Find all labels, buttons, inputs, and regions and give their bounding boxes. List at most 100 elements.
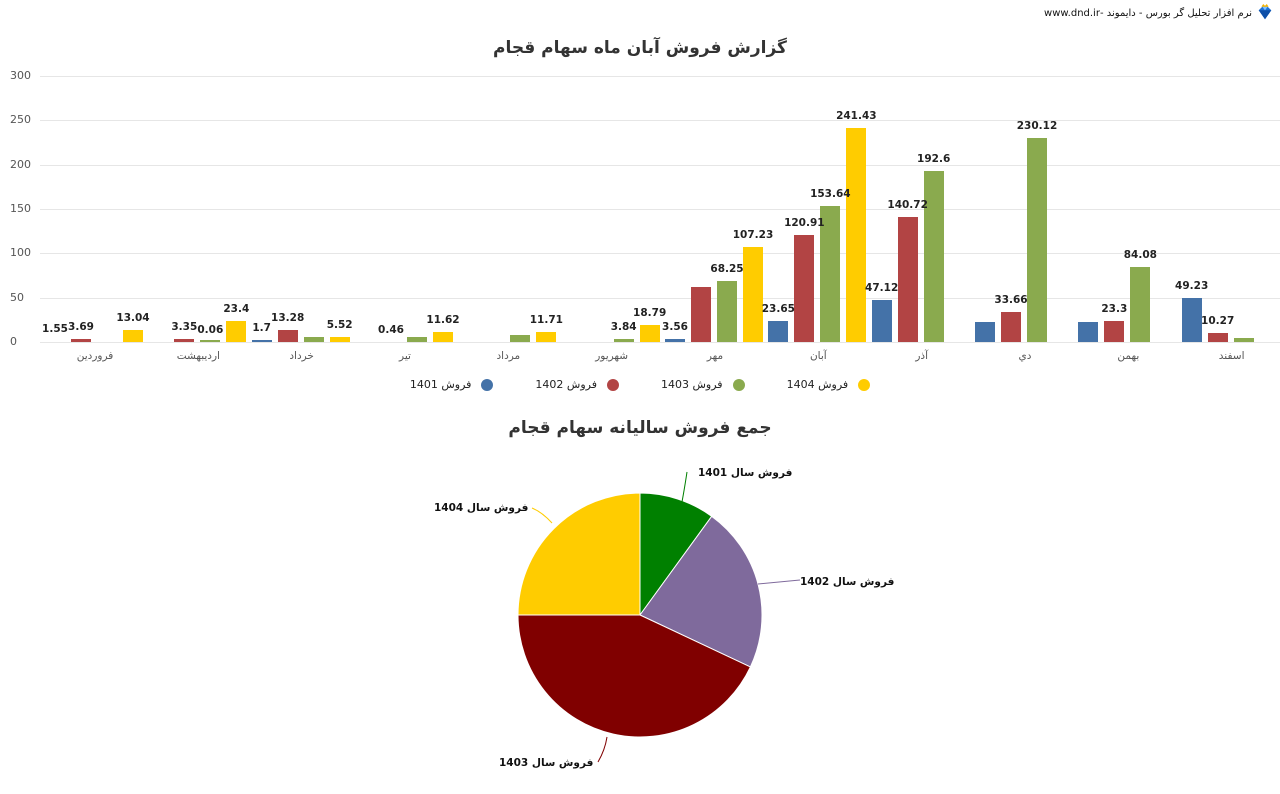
- bar[interactable]: [329, 337, 350, 342]
- y-tick-label: 50: [10, 290, 24, 304]
- pie-slice[interactable]: [517, 614, 752, 738]
- gridline: [40, 76, 1280, 77]
- brand-text: نرم افزار تحلیل گر بورس - دایموند -www.d…: [1044, 7, 1252, 19]
- bar[interactable]: [846, 127, 867, 342]
- bar[interactable]: [1207, 332, 1228, 342]
- bar[interactable]: [743, 246, 763, 342]
- legend-dot-icon: [607, 378, 619, 391]
- data-label: 241.43: [836, 109, 877, 122]
- bar[interactable]: [123, 330, 143, 342]
- bar[interactable]: [768, 321, 789, 342]
- bar[interactable]: [174, 339, 195, 342]
- x-tick-label: آبان: [809, 350, 827, 362]
- diamond-icon: [1258, 4, 1272, 20]
- bar[interactable]: [303, 336, 324, 342]
- x-tick-label: بهمن: [1117, 350, 1140, 362]
- x-tick-label: دي: [1018, 350, 1032, 362]
- bar[interactable]: [717, 281, 737, 342]
- bar[interactable]: [407, 336, 427, 342]
- data-label: 0.46: [378, 323, 404, 336]
- y-tick-label: 300: [10, 69, 31, 82]
- bar[interactable]: [897, 217, 918, 342]
- bar[interactable]: [277, 330, 298, 342]
- bar[interactable]: [1027, 137, 1047, 342]
- gridline: [40, 297, 1280, 299]
- bar-chart-title: گزارش فروش آبان ماه سهام قجام: [493, 38, 787, 58]
- bar[interactable]: [613, 338, 634, 342]
- legend-item-1404[interactable]: فروش 1404: [787, 378, 871, 391]
- bar[interactable]: [1130, 267, 1151, 342]
- data-label: 0.06: [197, 323, 224, 336]
- x-tick-label: مهر: [706, 350, 724, 362]
- pie-slice[interactable]: [517, 492, 641, 616]
- x-tick-label: فروردین: [76, 350, 114, 362]
- bar[interactable]: [251, 340, 272, 342]
- pie-chart: فروش سال 1401 فروش سال 1402 فروش سال 140…: [400, 450, 894, 790]
- pie-chart-title: جمع فروش سالیانه سهام قجام: [508, 418, 772, 438]
- data-label: 11.71: [529, 313, 563, 326]
- bar[interactable]: [1233, 337, 1254, 342]
- bar[interactable]: [1104, 321, 1125, 342]
- pie-label-1403: فروش سال 1403: [499, 757, 594, 769]
- data-label: 18.79: [633, 307, 667, 320]
- legend-dot-icon: [858, 378, 871, 391]
- y-tick-label: 200: [10, 157, 31, 171]
- data-label: 3.35: [171, 321, 198, 334]
- legend-item-1403[interactable]: فروش 1403: [661, 378, 745, 391]
- gridline: [40, 164, 1280, 166]
- legend-item-1401[interactable]: فروش 1401: [410, 378, 494, 391]
- gridline: [40, 253, 1280, 255]
- bar[interactable]: [1078, 322, 1099, 342]
- data-label: 23.4: [223, 303, 250, 316]
- bar-chart: 0 50 100 150 200 250 300 1.55 3.69 13.04 3.35 0.06…: [0, 60, 1280, 390]
- app-header: نرم افزار تحلیل گر بورس - دایموند -www.d…: [1044, 4, 1274, 22]
- pie-label-1404: فروش سال 1404: [434, 502, 529, 514]
- pie-label-1402: فروش سال 1402: [800, 576, 895, 588]
- bar[interactable]: [923, 171, 944, 342]
- bar[interactable]: [639, 325, 660, 342]
- x-tick-label: اسفند: [1218, 350, 1245, 362]
- data-label: 13.28: [271, 312, 305, 325]
- data-label: 68.25: [710, 263, 744, 276]
- pie-slice[interactable]: [639, 492, 713, 617]
- bar[interactable]: [71, 338, 91, 342]
- bar[interactable]: [794, 234, 815, 342]
- bar[interactable]: [510, 334, 531, 342]
- legend-item-1402[interactable]: فروش 1402: [535, 378, 619, 391]
- x-tick-label: آذر: [915, 350, 928, 362]
- bar[interactable]: [1001, 312, 1021, 342]
- data-label: 23.65: [761, 303, 795, 316]
- bar[interactable]: [200, 340, 221, 342]
- data-label: 5.52: [326, 319, 353, 332]
- y-tick-label: 150: [10, 202, 31, 215]
- bars-area: 1.55 3.69 13.04 3.35 0.06 23.4 1.7 13.28 5.52 0.4…: [0, 60, 1280, 342]
- bar[interactable]: [691, 287, 711, 342]
- x-tick-label: خرداد: [289, 350, 314, 362]
- x-tick-label: اردیبهشت: [176, 350, 220, 362]
- bar[interactable]: [1181, 298, 1202, 342]
- legend-dot-icon: [481, 378, 494, 391]
- data-label: 49.23: [1175, 280, 1209, 293]
- data-label: 1.7: [252, 322, 271, 335]
- data-label: 3.69: [68, 320, 94, 333]
- bar[interactable]: [871, 300, 892, 342]
- data-label: 1.55: [42, 322, 68, 335]
- x-tick-label: تیر: [399, 350, 411, 362]
- bar[interactable]: [975, 322, 995, 342]
- gridline: [40, 120, 1280, 122]
- bar[interactable]: [226, 321, 247, 342]
- legend-dot-icon: [732, 378, 745, 391]
- y-tick-label: 250: [10, 113, 31, 127]
- data-label: 33.66: [994, 294, 1028, 307]
- x-tick-label: شهریور: [595, 350, 629, 362]
- data-label: 120.91: [784, 216, 825, 229]
- bar[interactable]: [820, 205, 841, 342]
- bar[interactable]: [536, 331, 557, 342]
- y-tick-label: 0: [10, 335, 17, 348]
- bar[interactable]: [433, 331, 453, 342]
- bar[interactable]: [665, 338, 685, 342]
- gridline: [40, 342, 1280, 343]
- y-tick-label: 100: [10, 246, 31, 260]
- pie-svg: [517, 471, 801, 763]
- data-label: 107.23: [732, 228, 774, 241]
